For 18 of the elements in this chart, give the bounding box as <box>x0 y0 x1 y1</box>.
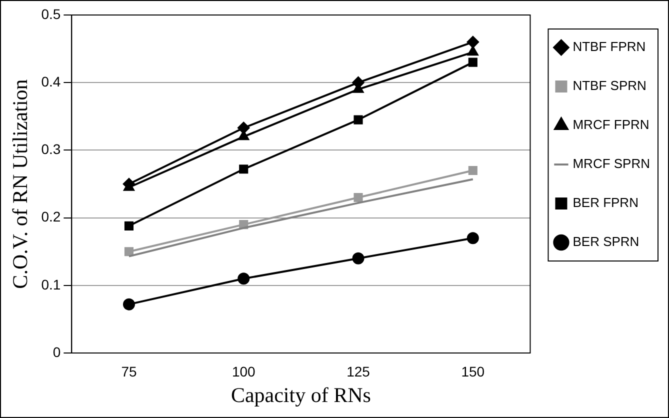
legend-label: BER SPRN <box>572 234 640 250</box>
y-tick-label: 0.1 <box>41 276 61 292</box>
legend-label: NTBF SPRN <box>572 78 646 94</box>
legend-label: BER FPRN <box>572 195 638 210</box>
y-tick-label: 0.2 <box>41 208 61 225</box>
y-tick-label: 0.3 <box>41 141 61 158</box>
legend-label: MRCF SPRN <box>572 156 650 172</box>
x-tick-label: 125 <box>346 363 370 380</box>
x-tick-label: 150 <box>461 363 485 380</box>
legend-label: MRCF FPRN <box>572 117 650 132</box>
y-tick-label: 0.5 <box>41 6 61 22</box>
legend-label: NTBF FPRN <box>572 39 646 54</box>
x-tick-label: 100 <box>232 363 256 380</box>
y-tick-label: 0.4 <box>41 73 61 90</box>
y-axis-title: C.O.V. of RN Utilization <box>8 78 32 289</box>
y-tick-label: 0 <box>52 344 61 360</box>
x-axis-title: Capacity of RNs <box>230 382 371 407</box>
x-tick-label: 75 <box>121 363 137 380</box>
